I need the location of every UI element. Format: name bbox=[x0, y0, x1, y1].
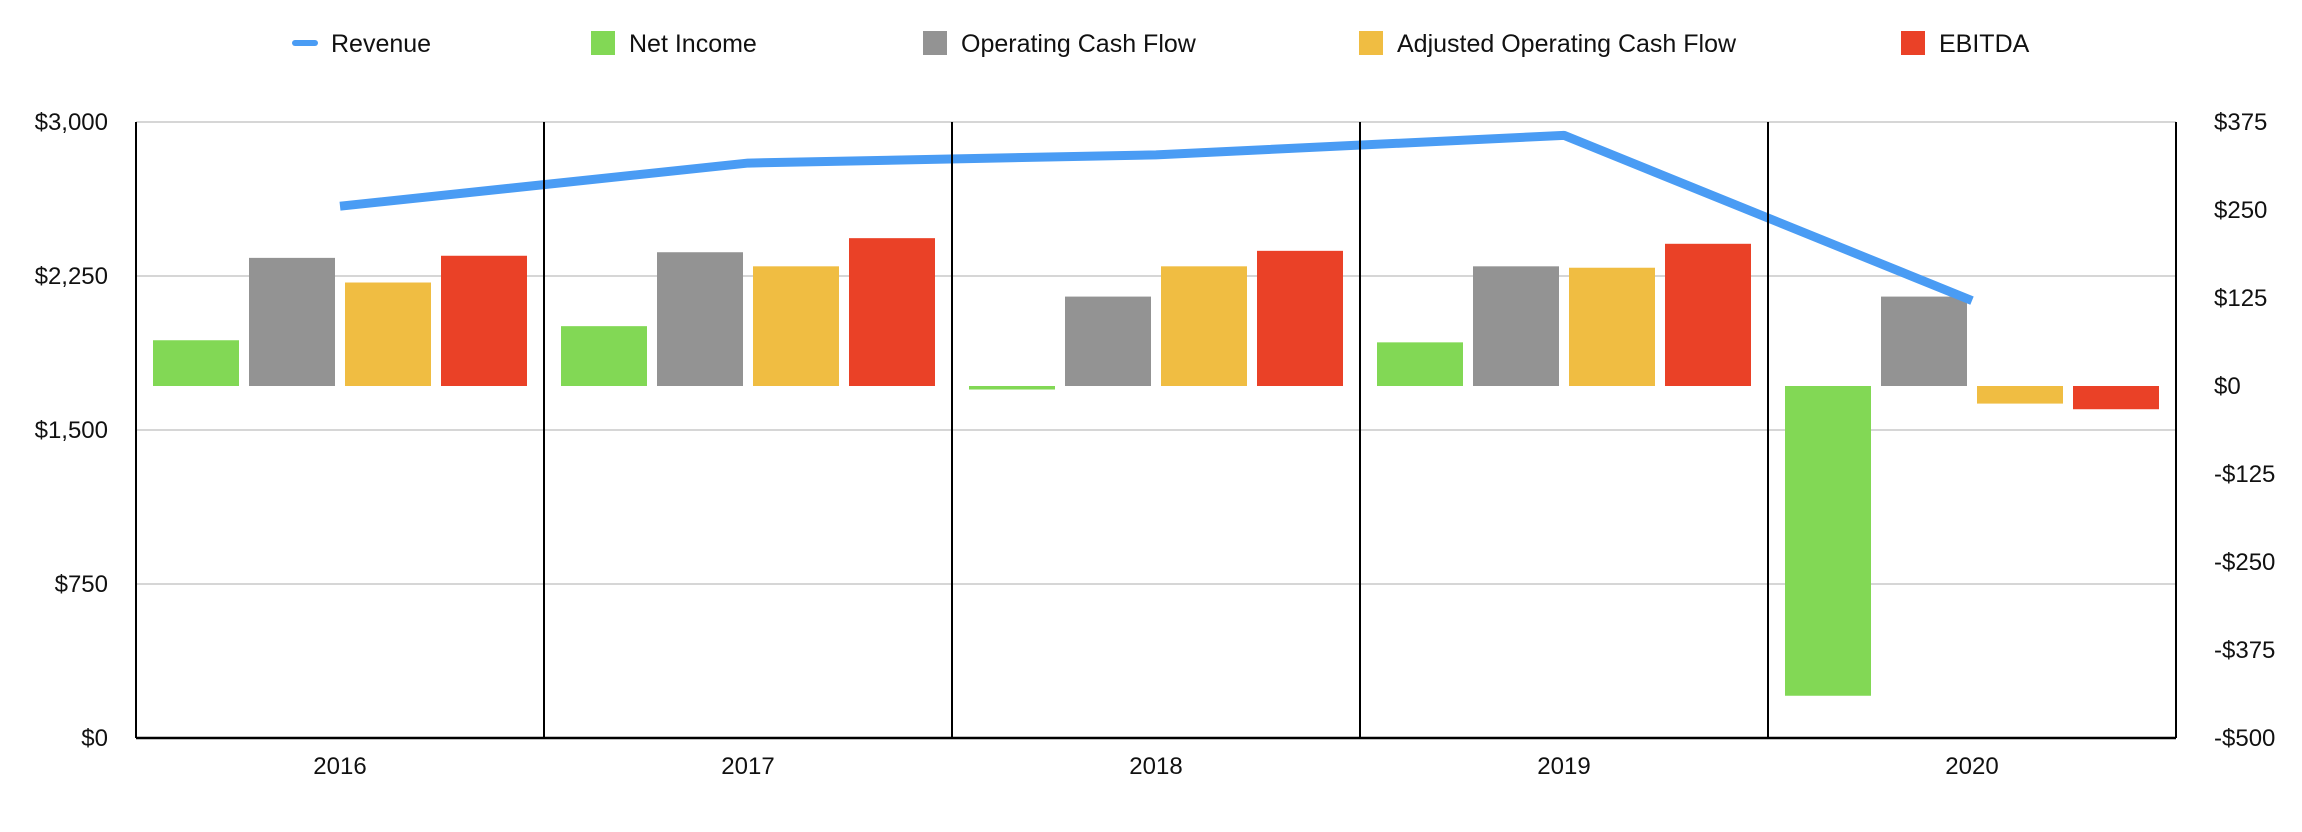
bars bbox=[153, 238, 2159, 696]
bar-adjusted-operating-cash-flow-2019 bbox=[1569, 267, 1655, 386]
legend-item-operating-cash-flow: Operating Cash Flow bbox=[923, 30, 1197, 58]
right-tick-label: $375 bbox=[2214, 109, 2267, 136]
legend-item-adjusted-operating-cash-flow: Adjusted Operating Cash Flow bbox=[1359, 30, 1737, 58]
bar-ebitda-2019 bbox=[1665, 243, 1751, 386]
bar-net-income-2020 bbox=[1785, 386, 1871, 696]
x-axis-ticks: 2016 2017 2018 2019 2020 bbox=[313, 753, 1998, 780]
left-tick-label: $0 bbox=[81, 725, 108, 752]
legend-swatch bbox=[1901, 31, 1925, 55]
legend-swatch bbox=[292, 40, 318, 46]
bar-ebitda-2020 bbox=[2073, 386, 2159, 410]
bar-net-income-2017 bbox=[561, 326, 647, 386]
bar-operating-cash-flow-2018 bbox=[1065, 296, 1151, 386]
right-tick-label: -$375 bbox=[2214, 637, 2275, 664]
x-tick-label: 2017 bbox=[721, 753, 774, 780]
right-tick-label: $250 bbox=[2214, 197, 2267, 224]
bar-adjusted-operating-cash-flow-2016 bbox=[345, 282, 431, 386]
legend-label: Operating Cash Flow bbox=[961, 30, 1197, 58]
series-line-revenue bbox=[339, 130, 1974, 305]
bar-ebitda-2018 bbox=[1257, 250, 1343, 386]
left-tick-label: $3,000 bbox=[35, 109, 108, 136]
bar-adjusted-operating-cash-flow-2020 bbox=[1977, 386, 2063, 404]
legend-label: EBITDA bbox=[1939, 30, 2030, 58]
axes bbox=[135, 122, 2177, 740]
bar-net-income-2018 bbox=[969, 386, 1055, 390]
bar-net-income-2019 bbox=[1377, 342, 1463, 386]
bar-ebitda-2017 bbox=[849, 238, 935, 386]
bar-operating-cash-flow-2019 bbox=[1473, 266, 1559, 386]
bar-adjusted-operating-cash-flow-2018 bbox=[1161, 266, 1247, 386]
left-tick-label: $2,250 bbox=[35, 263, 108, 290]
right-tick-label: -$250 bbox=[2214, 549, 2275, 576]
left-tick-label: $750 bbox=[55, 571, 108, 598]
x-tick-label: 2016 bbox=[313, 753, 366, 780]
legend: Revenue Net Income Operating Cash Flow Adju… bbox=[292, 30, 2030, 58]
legend-item-revenue: Revenue bbox=[292, 30, 431, 58]
left-tick-label: $1,500 bbox=[35, 417, 108, 444]
bar-operating-cash-flow-2020 bbox=[1881, 296, 1967, 386]
bar-adjusted-operating-cash-flow-2017 bbox=[753, 266, 839, 386]
right-axis-ticks: -$500 -$375 -$250 -$125 $0 $125 $250 $375 bbox=[2214, 109, 2275, 752]
legend-item-net-income: Net Income bbox=[591, 30, 757, 58]
legend-label: Adjusted Operating Cash Flow bbox=[1397, 30, 1737, 58]
legend-swatch bbox=[591, 31, 615, 55]
right-tick-label: $0 bbox=[2214, 373, 2241, 400]
bar-net-income-2016 bbox=[153, 340, 239, 386]
bar-operating-cash-flow-2017 bbox=[657, 252, 743, 386]
x-tick-label: 2019 bbox=[1537, 753, 1590, 780]
left-axis-ticks: $0 $750 $1,500 $2,250 $3,000 bbox=[35, 109, 108, 752]
legend-label: Revenue bbox=[331, 30, 431, 58]
right-tick-label: -$500 bbox=[2214, 725, 2275, 752]
legend-swatch bbox=[1359, 31, 1383, 55]
x-tick-label: 2020 bbox=[1945, 753, 1998, 780]
right-tick-label: $125 bbox=[2214, 285, 2267, 312]
revenue-line-layer bbox=[339, 130, 1974, 305]
legend-swatch bbox=[923, 31, 947, 55]
x-tick-label: 2018 bbox=[1129, 753, 1182, 780]
legend-item-ebitda: EBITDA bbox=[1901, 30, 2030, 58]
bar-ebitda-2016 bbox=[441, 255, 527, 386]
right-tick-label: -$125 bbox=[2214, 461, 2275, 488]
bar-operating-cash-flow-2016 bbox=[249, 257, 335, 386]
legend-label: Net Income bbox=[629, 30, 757, 58]
